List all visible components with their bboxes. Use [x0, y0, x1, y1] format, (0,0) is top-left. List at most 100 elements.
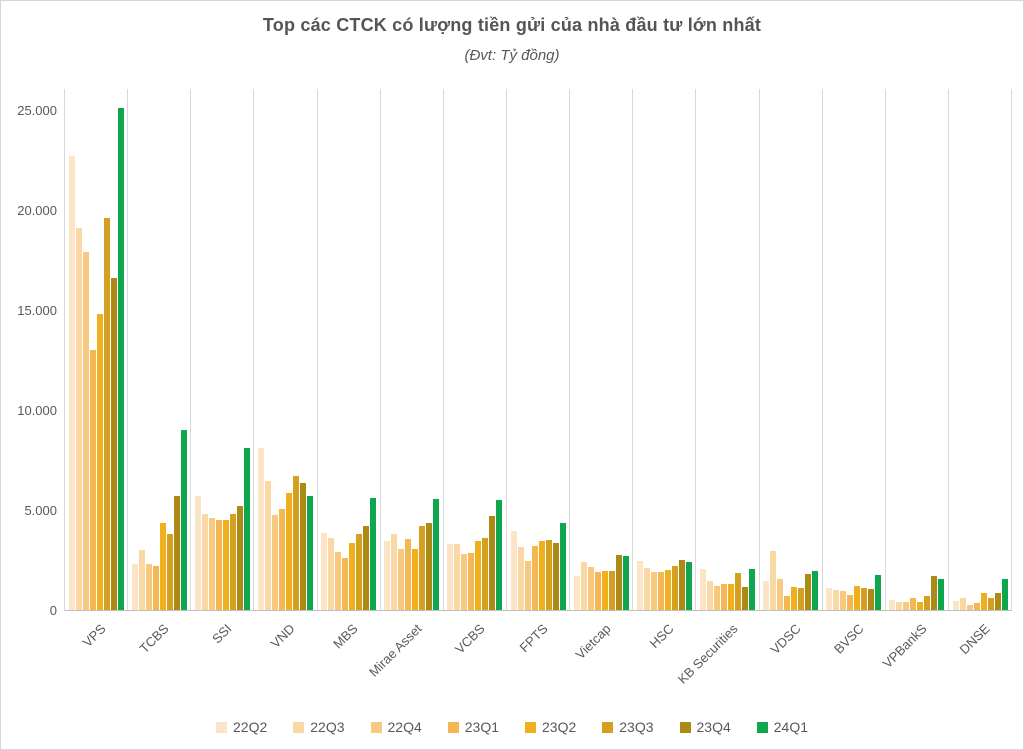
- bar-22Q2-vnd: [257, 448, 264, 610]
- bar-23Q3-bvsc: [861, 588, 868, 610]
- bar-22Q2-hsc: [636, 561, 643, 610]
- bar-23Q4-vps: [110, 278, 117, 610]
- plot-area: [64, 89, 1013, 611]
- bar-group-kb-securities: [696, 89, 760, 610]
- legend-label-22Q2: 22Q2: [233, 719, 268, 735]
- bar-group-vdsc: [760, 89, 823, 610]
- bar-group-vcbs: [444, 89, 507, 610]
- legend-item-23Q2: 23Q2: [525, 719, 576, 735]
- bar-23Q3-vdsc: [798, 588, 805, 610]
- bar-groups: [65, 89, 1013, 610]
- bar-22Q3-vcbs: [454, 544, 461, 610]
- bar-22Q4-vdsc: [777, 579, 784, 610]
- bar-24Q1-tcbs: [180, 430, 187, 610]
- bar-24Q1-dnse: [1001, 579, 1008, 610]
- bar-24Q1-hsc: [685, 562, 692, 610]
- bar-22Q4-vps: [82, 252, 89, 610]
- bar-23Q2-hsc: [664, 570, 671, 610]
- legend: 22Q2 22Q3 22Q4 23Q1 23Q2 23Q3 23Q4 24Q1: [1, 719, 1023, 735]
- bar-23Q1-tcbs: [152, 566, 159, 610]
- bar-22Q4-bvsc: [840, 591, 847, 610]
- bar-22Q4-mbs: [335, 552, 342, 610]
- legend-label-23Q3: 23Q3: [619, 719, 654, 735]
- bar-group-vps: [65, 89, 129, 610]
- bar-23Q1-vcbs: [468, 553, 475, 610]
- bar-group-vpbanks: [886, 89, 949, 610]
- bar-24Q1-vdsc: [812, 571, 819, 610]
- bar-23Q3-tcbs: [166, 534, 173, 610]
- bar-23Q4-bvsc: [868, 589, 875, 610]
- bar-22Q2-vcbs: [447, 544, 454, 610]
- bar-22Q4-mirae-asset: [398, 549, 405, 610]
- legend-swatch-22Q4: [370, 721, 382, 733]
- bar-23Q2-mirae-asset: [412, 549, 419, 610]
- bar-23Q4-vcbs: [489, 516, 496, 610]
- bar-23Q1-vietcap: [594, 572, 601, 610]
- bar-23Q1-hsc: [657, 572, 664, 610]
- bar-22Q2-ssi: [194, 496, 201, 610]
- bar-23Q3-kb-securities: [734, 573, 741, 610]
- bar-22Q2-fpts: [510, 531, 517, 610]
- bar-23Q4-mirae-asset: [426, 523, 433, 610]
- bar-group-hsc: [633, 89, 697, 610]
- bar-23Q4-vnd: [299, 483, 306, 610]
- legend-item-22Q3: 22Q3: [293, 719, 345, 735]
- bar-23Q2-dnse: [980, 593, 987, 610]
- bar-22Q3-vdsc: [770, 551, 777, 610]
- legend-swatch-22Q3: [293, 721, 305, 733]
- bar-23Q4-vietcap: [615, 555, 622, 610]
- bar-23Q4-ssi: [236, 506, 243, 610]
- bar-22Q2-vietcap: [573, 576, 580, 610]
- legend-item-22Q4: 22Q4: [370, 719, 422, 735]
- bar-23Q4-fpts: [552, 543, 559, 610]
- bar-23Q2-bvsc: [854, 586, 861, 610]
- bar-23Q3-fpts: [545, 540, 552, 610]
- bar-23Q3-vietcap: [608, 571, 615, 610]
- bar-23Q1-vnd: [278, 509, 285, 610]
- bar-group-bvsc: [823, 89, 886, 610]
- bar-22Q4-vcbs: [461, 554, 468, 610]
- legend-label-23Q1: 23Q1: [464, 719, 499, 735]
- bar-24Q1-vietcap: [622, 556, 629, 610]
- bar-22Q4-vnd: [271, 515, 278, 610]
- bar-24Q1-vnd: [306, 496, 313, 610]
- bar-22Q3-vnd: [264, 481, 271, 610]
- legend-label-22Q3: 22Q3: [310, 719, 345, 735]
- legend-item-23Q4: 23Q4: [679, 719, 731, 735]
- bar-22Q3-mbs: [328, 538, 335, 610]
- bar-23Q1-dnse: [973, 603, 980, 610]
- bar-23Q2-fpts: [538, 541, 545, 610]
- legend-label-24Q1: 24Q1: [773, 719, 808, 735]
- y-tick-10000: 10.000: [17, 403, 57, 418]
- bar-22Q2-tcbs: [131, 564, 138, 610]
- bar-23Q1-kb-securities: [720, 584, 727, 610]
- y-tick-20000: 20.000: [17, 203, 57, 218]
- bar-group-ssi: [191, 89, 255, 610]
- bar-22Q3-tcbs: [138, 550, 145, 610]
- bar-23Q4-dnse: [994, 593, 1001, 610]
- bar-24Q1-bvsc: [875, 575, 882, 610]
- bar-24Q1-ssi: [243, 448, 250, 610]
- bar-23Q2-kb-securities: [727, 584, 734, 610]
- legend-item-23Q1: 23Q1: [447, 719, 499, 735]
- bar-22Q2-dnse: [952, 601, 959, 610]
- bar-23Q3-vps: [103, 218, 110, 610]
- bar-22Q3-vietcap: [580, 562, 587, 610]
- bar-23Q1-bvsc: [847, 595, 854, 610]
- bar-23Q2-mbs: [349, 543, 356, 610]
- bar-23Q2-vpbanks: [917, 602, 924, 610]
- bar-23Q4-mbs: [363, 526, 370, 610]
- bar-22Q3-vps: [75, 228, 82, 610]
- bar-22Q2-bvsc: [826, 588, 833, 610]
- bar-22Q4-vietcap: [587, 567, 594, 610]
- bar-22Q4-fpts: [524, 561, 531, 610]
- legend-label-23Q4: 23Q4: [696, 719, 731, 735]
- bar-24Q1-fpts: [559, 523, 566, 610]
- bar-group-tcbs: [128, 89, 192, 610]
- bar-group-vietcap: [570, 89, 634, 610]
- bar-group-mirae-asset: [381, 89, 444, 610]
- bar-group-dnse: [949, 89, 1013, 610]
- bar-23Q3-dnse: [987, 598, 994, 610]
- bar-22Q3-ssi: [201, 514, 208, 610]
